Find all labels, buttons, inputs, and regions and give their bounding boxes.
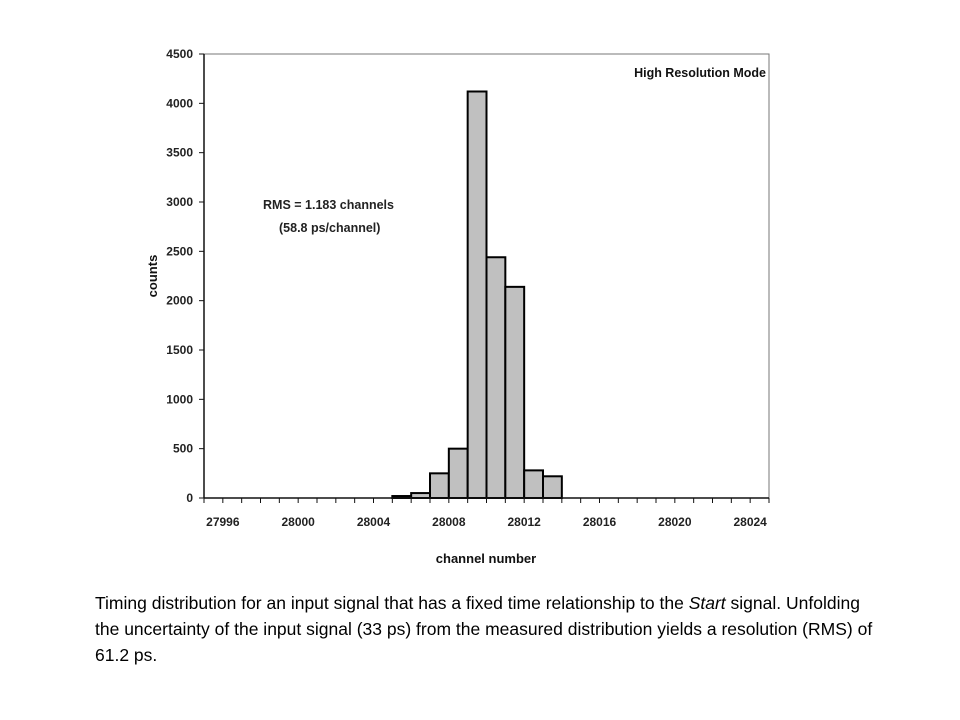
y-tick-label: 500 <box>173 442 193 456</box>
rms-annotation: RMS = 1.183 channels <box>263 198 394 212</box>
x-ticks-group: 27996 28000 28004 28008 28012 28016 28020 28024 <box>203 498 770 529</box>
histogram-chart: 0 500 1000 1500 2000 2500 3000 3500 4000 4500 279… <box>145 47 770 566</box>
scale-annotation: (58.8 ps/channel) <box>279 221 380 235</box>
caption-part-2: signal. Unfolding the uncertainty of the… <box>95 593 873 665</box>
y-tick-label: 4500 <box>166 47 193 61</box>
caption-part-1: Timing distribution for an input signal … <box>95 593 689 613</box>
x-tick-label: 28008 <box>432 515 466 529</box>
y-tick-label: 0 <box>186 491 193 505</box>
y-tick-label: 2500 <box>166 244 193 258</box>
y-ticks-group: 0 500 1000 1500 2000 2500 3000 3500 4000 4500 <box>166 47 204 505</box>
histogram-bar <box>542 475 563 500</box>
y-tick-label: 2000 <box>166 294 193 308</box>
y-tick-label: 1500 <box>166 343 193 357</box>
y-axis-title: counts <box>145 255 160 298</box>
x-tick-label: 27996 <box>206 515 240 529</box>
x-tick-label: 28020 <box>658 515 692 529</box>
histogram-bar <box>523 469 545 499</box>
bars-group <box>391 90 563 500</box>
histogram-bar <box>504 285 526 499</box>
x-tick-label: 28004 <box>357 515 391 529</box>
x-axis-title: channel number <box>436 551 536 566</box>
x-tick-label: 28012 <box>507 515 541 529</box>
caption-italic-start: Start <box>688 593 726 613</box>
mode-label: High Resolution Mode <box>634 66 766 80</box>
histogram-bar <box>447 447 469 499</box>
y-tick-label: 1000 <box>166 392 193 406</box>
y-tick-label: 4000 <box>166 96 193 110</box>
x-tick-label: 28000 <box>281 515 315 529</box>
y-tick-label: 3500 <box>166 146 193 160</box>
histogram-bar <box>429 472 450 500</box>
x-tick-label: 28016 <box>583 515 617 529</box>
x-tick-label: 28024 <box>733 515 767 529</box>
histogram-bar <box>485 256 507 499</box>
chart-svg: 0 500 1000 1500 2000 2500 3000 3500 4000 4500 279… <box>145 47 770 566</box>
y-tick-label: 3000 <box>166 195 193 209</box>
figure-caption: Timing distribution for an input signal … <box>95 590 885 668</box>
histogram-bar <box>466 90 488 499</box>
